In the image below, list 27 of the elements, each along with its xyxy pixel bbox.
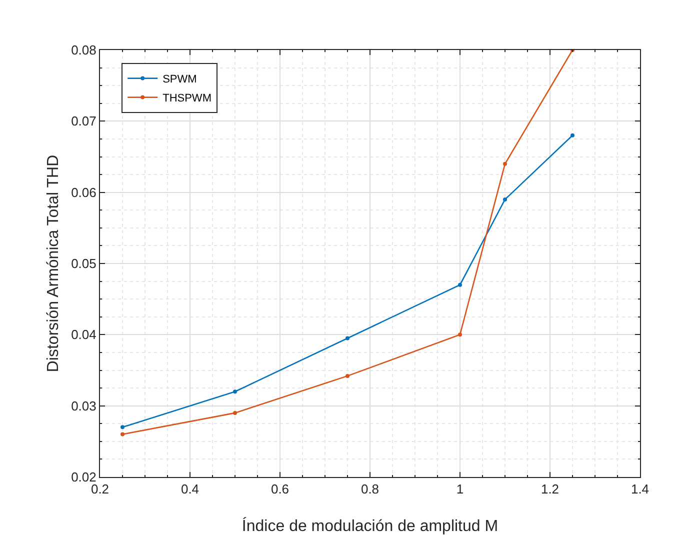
x-tick-label: 0.8: [360, 482, 380, 497]
legend-label: THSPWM: [162, 92, 212, 105]
point: [120, 425, 124, 430]
point: [233, 390, 237, 394]
y-tick-label: 0.04: [71, 327, 96, 342]
point: [346, 336, 350, 340]
point: [120, 432, 124, 436]
y-tick-label: 0.03: [71, 398, 96, 414]
x-tick-label: 0.4: [180, 482, 200, 497]
y-tick-label: 0.07: [71, 114, 96, 129]
x-tick-label: 1.4: [630, 482, 650, 497]
point: [346, 374, 350, 378]
x-tick-label: 1: [456, 482, 464, 497]
point: [233, 410, 237, 415]
y-tick-label: 0.06: [71, 184, 96, 200]
x-tick-label: 0.6: [270, 482, 290, 497]
point: [503, 197, 507, 202]
point: [570, 133, 574, 138]
point: [503, 162, 507, 166]
y-tick-label: 0.05: [71, 256, 96, 272]
y-axis-title: Distorsión Armónica Total THD: [45, 154, 62, 372]
x-tick-label: 1.2: [540, 482, 560, 497]
legend-label: SPWM: [162, 74, 197, 86]
x-axis-title: Índice de modulación de amplitud M: [242, 517, 498, 535]
point: [458, 282, 462, 287]
y-tick-label: 0.08: [71, 42, 96, 58]
point: [458, 332, 462, 337]
